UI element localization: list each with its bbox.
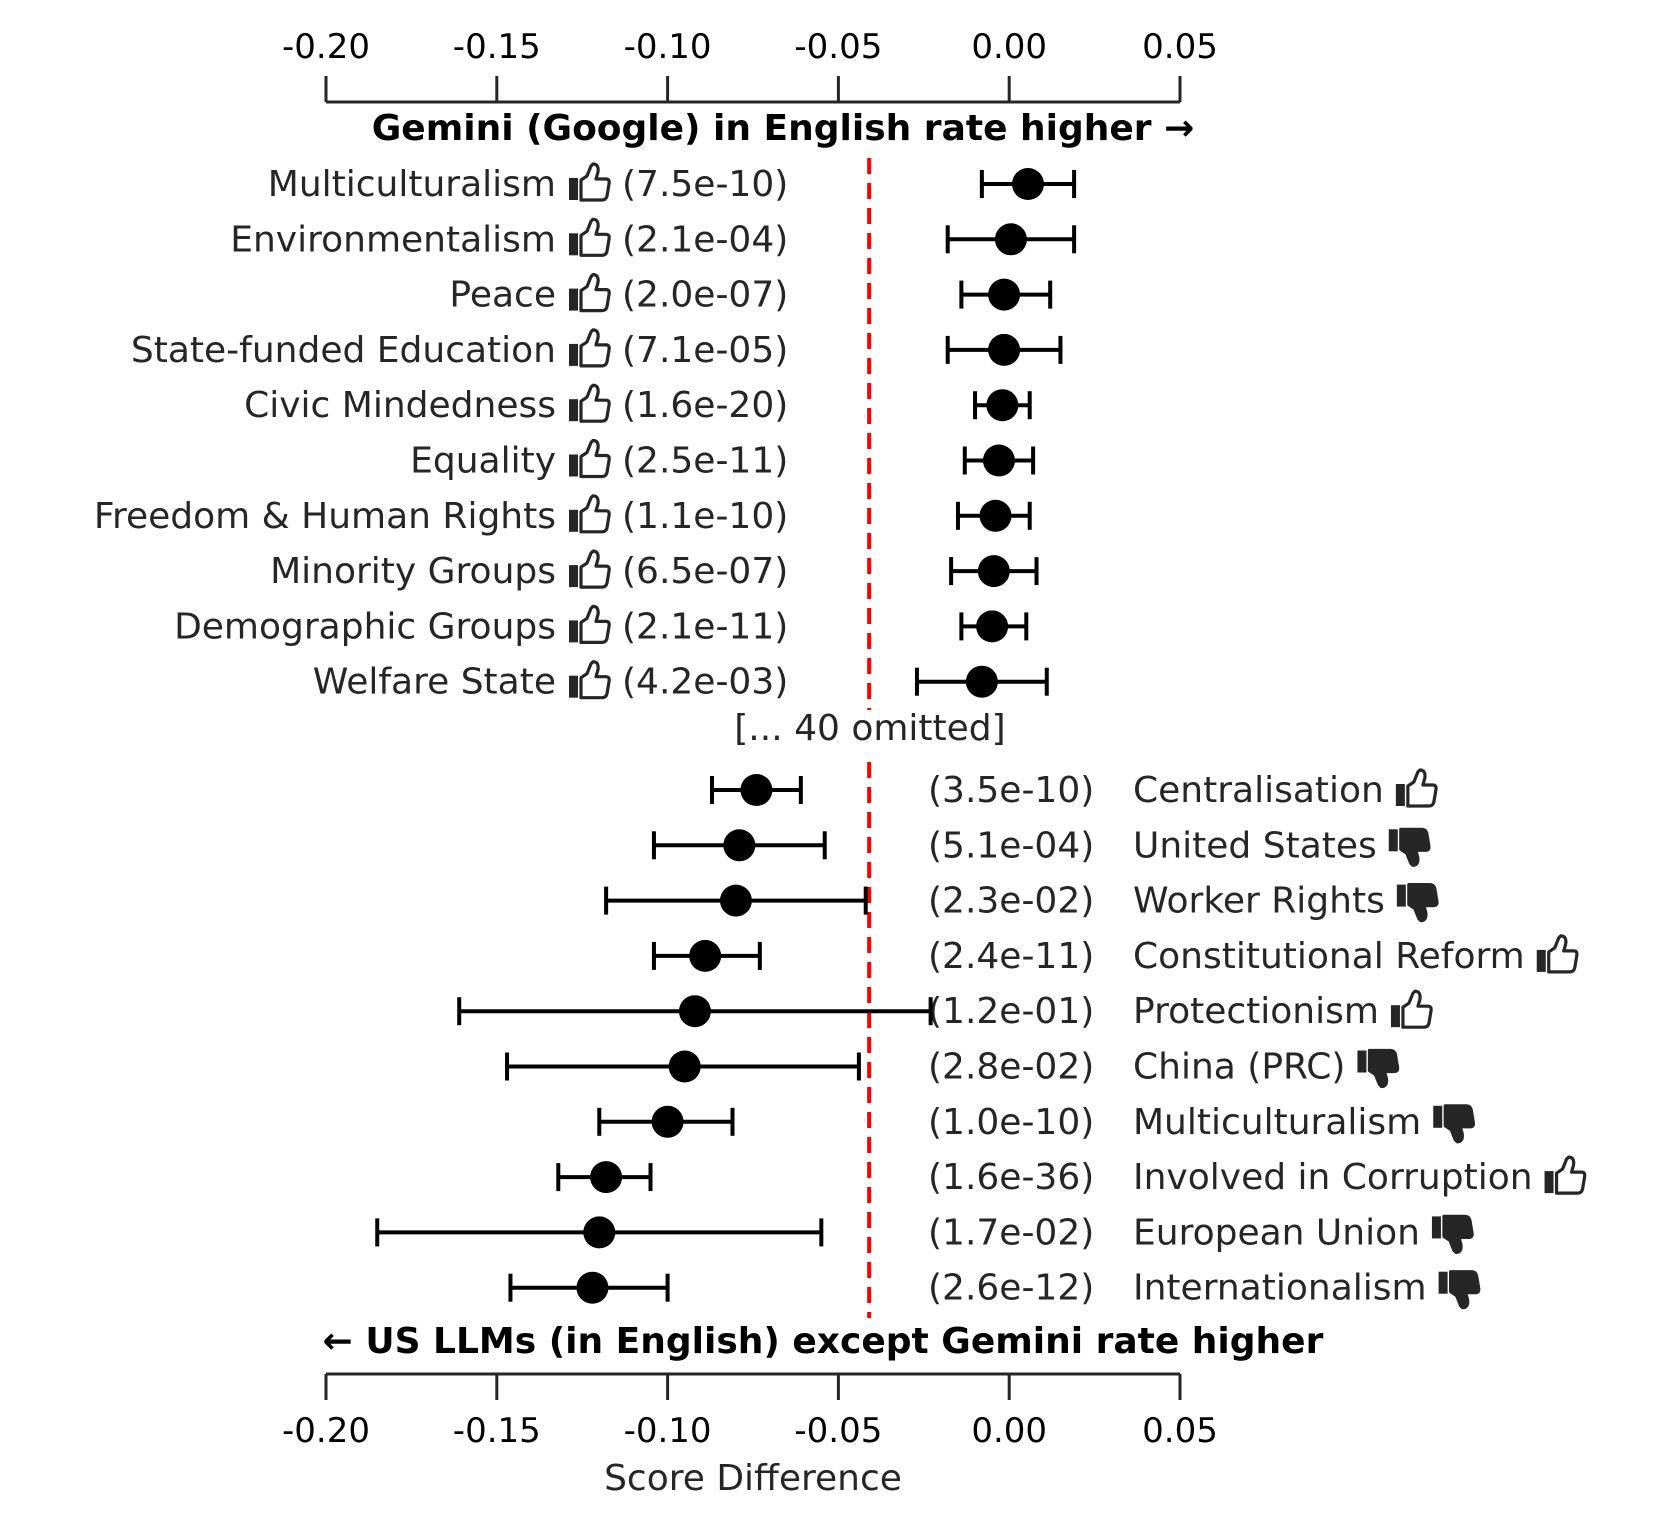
p-value-label: (1.7e-02) (928, 1212, 1094, 1253)
p-value-label: (7.5e-10) (622, 164, 788, 205)
data-point (590, 1161, 623, 1194)
data-point (994, 223, 1027, 256)
data-point (719, 884, 752, 917)
p-value-label: (5.1e-04) (928, 825, 1094, 866)
thumb-up-icon (569, 162, 611, 202)
bottom-direction-label: ← US LLMs (in English) except Gemini rat… (323, 1321, 1324, 1362)
p-value-label: (1.6e-20) (622, 385, 788, 426)
thumb-down-icon (1357, 1048, 1400, 1089)
row-label: Multiculturalism (268, 164, 556, 205)
row-label: Environmentalism (230, 219, 556, 260)
p-value-label: (1.0e-10) (928, 1102, 1094, 1143)
thumb-up-icon (1544, 1155, 1587, 1195)
thumb-up-icon (569, 383, 611, 423)
thumb-down-icon (1438, 1270, 1481, 1310)
row-label: European Union (1133, 1212, 1420, 1253)
data-point (576, 1271, 609, 1304)
data-point (740, 774, 773, 806)
bottom-tick-label: -0.20 (282, 1411, 370, 1451)
top-tick-label: -0.05 (794, 27, 882, 67)
bottom-tick-label: -0.05 (794, 1411, 882, 1451)
data-point (977, 555, 1010, 588)
thumb-up-icon (569, 217, 611, 257)
p-value-label: (1.1e-10) (622, 496, 788, 537)
p-value-label: (1.2e-01) (928, 991, 1094, 1032)
data-point (979, 499, 1012, 532)
thumb-down-icon (1433, 1104, 1476, 1144)
thumb-down-icon (1431, 1214, 1474, 1255)
top-tick-label: -0.15 (453, 27, 541, 67)
data-point (668, 1050, 701, 1083)
p-value-label: (2.3e-02) (928, 881, 1094, 922)
row-label: Demographic Groups (174, 606, 556, 647)
p-value-label: (4.2e-03) (622, 662, 788, 703)
data-point (689, 939, 722, 972)
thumb-down-icon (1388, 827, 1431, 867)
data-point (982, 444, 1015, 477)
data-point (651, 1105, 684, 1138)
thumb-up-icon (1390, 989, 1433, 1029)
data-point (678, 995, 711, 1028)
data-point (1011, 168, 1044, 200)
p-value-label: (2.5e-11) (622, 441, 788, 482)
p-value-label: (1.6e-36) (928, 1157, 1094, 1198)
data-point (723, 829, 756, 862)
data-point (583, 1216, 616, 1249)
x-axis-title: Score Difference (604, 1458, 902, 1499)
thumb-up-icon (569, 549, 611, 589)
thumb-up-icon (569, 438, 611, 479)
p-value-label: (6.5e-07) (622, 551, 788, 592)
top-tick-label: -0.20 (282, 27, 370, 67)
top-tick-label: 0.05 (1142, 27, 1218, 67)
data-point (986, 389, 1019, 422)
data-point (988, 278, 1021, 311)
row-label: Equality (410, 441, 556, 482)
omitted-label: [... 40 omitted] (734, 708, 1005, 749)
data-point (976, 610, 1009, 643)
p-value-label: (7.1e-05) (622, 330, 788, 371)
data-point (988, 333, 1021, 366)
thumb-up-icon (569, 494, 611, 534)
top-direction-label: Gemini (Google) in English rate higher → (372, 108, 1195, 149)
p-value-label: (2.1e-11) (622, 606, 788, 647)
row-label: State-funded Education (131, 330, 556, 371)
row-label: Peace (449, 275, 556, 316)
row-label: United States (1133, 825, 1377, 866)
p-value-label: (2.8e-02) (928, 1047, 1094, 1088)
p-value-label: (2.1e-04) (622, 219, 788, 260)
row-label: China (PRC) (1133, 1047, 1345, 1088)
row-label: Constitutional Reform (1133, 936, 1525, 977)
thumb-up-icon (1536, 934, 1579, 974)
row-label: Minority Groups (270, 551, 556, 592)
thumb-up-icon (569, 604, 611, 645)
row-label: Multiculturalism (1133, 1102, 1421, 1143)
thumb-up-icon (569, 328, 611, 368)
thumb-up-icon (569, 660, 611, 700)
bottom-tick-label: 0.00 (971, 1411, 1047, 1451)
p-value-label: (2.0e-07) (622, 275, 788, 316)
thumb-down-icon (1396, 882, 1439, 923)
row-label: Worker Rights (1133, 881, 1385, 922)
p-value-label: (2.6e-12) (928, 1268, 1094, 1309)
p-value-label: (3.5e-10) (928, 770, 1094, 811)
thumb-up-icon (1395, 768, 1438, 808)
row-label: Protectionism (1133, 991, 1379, 1032)
bottom-tick-label: -0.15 (453, 1411, 541, 1451)
row-label: Internationalism (1133, 1268, 1427, 1309)
row-label: Centralisation (1133, 770, 1384, 811)
p-value-label: (2.4e-11) (928, 936, 1094, 977)
thumb-up-icon (569, 273, 611, 313)
row-label: Civic Mindedness (244, 385, 556, 426)
row-label: Involved in Corruption (1133, 1157, 1533, 1198)
bottom-tick-label: 0.05 (1142, 1411, 1218, 1451)
row-label: Welfare State (313, 662, 556, 703)
bottom-tick-label: -0.10 (624, 1411, 712, 1451)
top-tick-label: -0.10 (624, 27, 712, 67)
data-point (965, 665, 998, 698)
top-tick-label: 0.00 (971, 27, 1047, 67)
row-label: Freedom & Human Rights (94, 496, 556, 537)
